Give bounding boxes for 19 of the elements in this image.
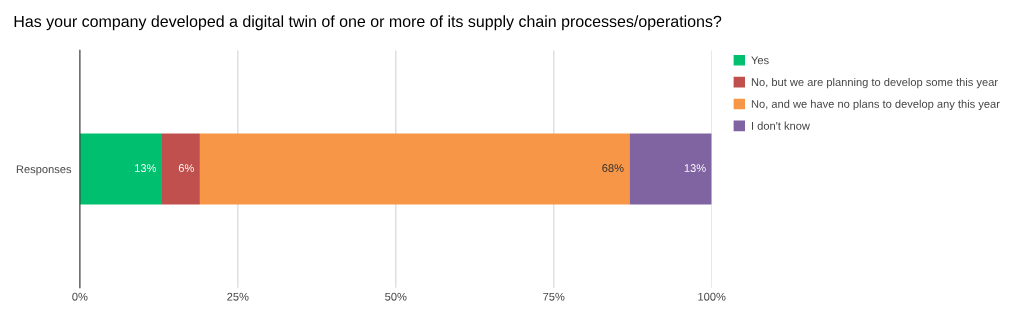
x-tick-label: 75% [543,292,565,301]
bar [79,133,163,205]
bar [629,133,712,205]
x-tick-label: 25% [227,292,249,301]
x-tick-label: 0% [72,292,88,301]
bar [162,133,200,205]
legend-label: I don't know [752,121,810,130]
data-label: 68% [602,164,624,172]
chart-title: Has your company developed a digital twin of one or more of its supply chain processes/operations? [14,15,722,31]
legend-label: No, but we are planning to develop some this year [751,77,998,89]
data-label: 13% [135,164,157,172]
data-label: 13% [684,164,706,172]
data-label: 6% [178,164,194,172]
legend-label: No, and we have no plans to develop any this year [751,99,1000,111]
bar [199,133,630,205]
legend-label: Yes [751,56,769,65]
x-tick-label: 100% [698,292,726,301]
x-tick-label: 50% [385,292,407,301]
y-tick-label: Responses [16,165,72,176]
